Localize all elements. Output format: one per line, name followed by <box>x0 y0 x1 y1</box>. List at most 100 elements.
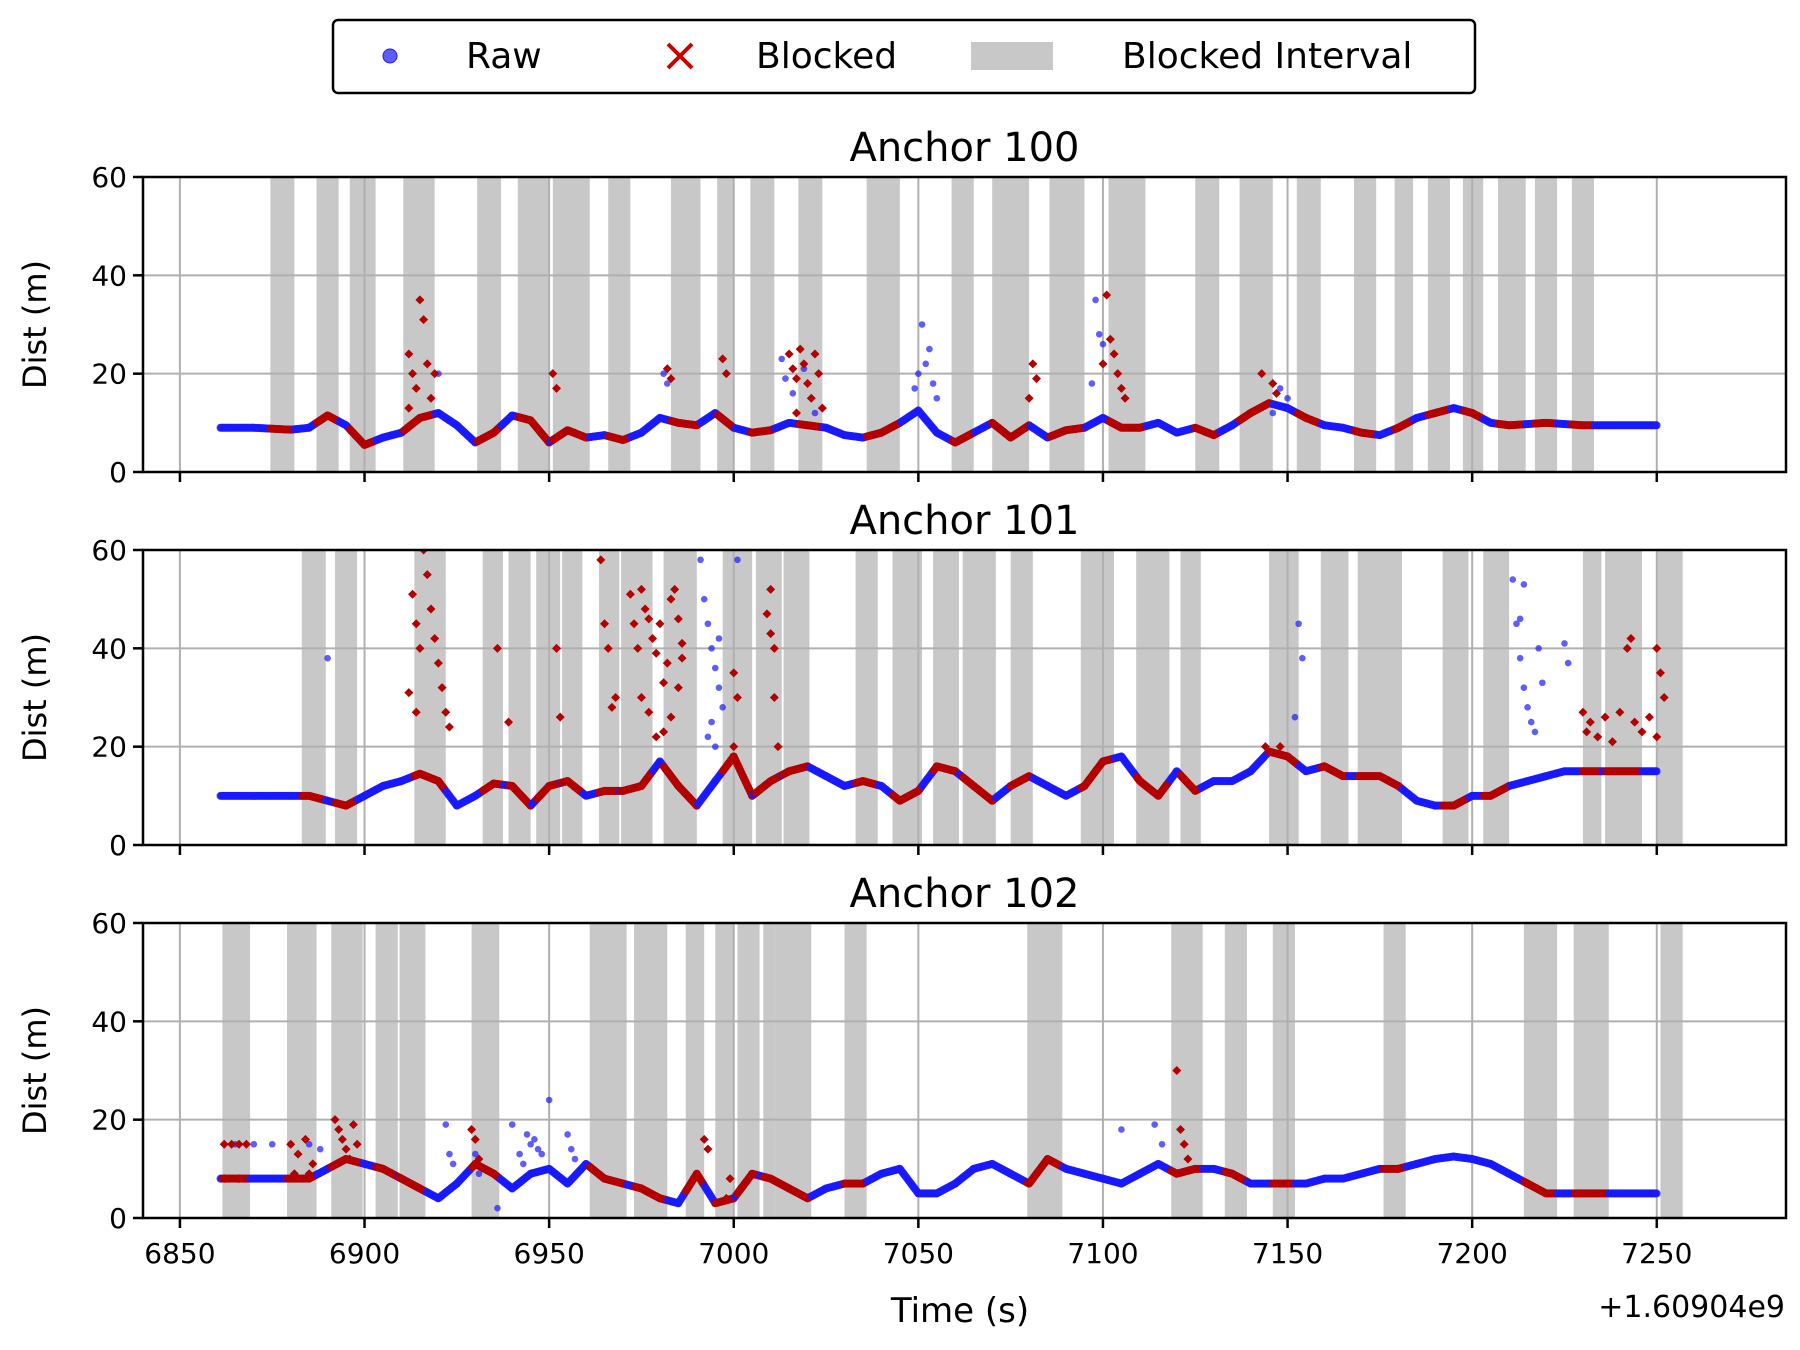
blocked-point <box>611 693 621 702</box>
raw-point <box>268 1140 276 1148</box>
blocked-point <box>721 1193 731 1203</box>
y-tick-label: 0 <box>109 456 127 489</box>
raw-point <box>523 1131 531 1138</box>
blocked-point <box>1031 374 1041 384</box>
blocked-interval <box>634 923 668 1218</box>
blocked-point <box>470 1134 480 1144</box>
legend-item: Blocked Interval <box>971 36 1412 77</box>
x-tick-label: 7150 <box>1252 1237 1323 1270</box>
blocked-point <box>762 609 772 619</box>
legend-label: Blocked Interval <box>1122 36 1412 77</box>
blocked-point <box>666 594 676 604</box>
raw-point <box>545 1096 553 1104</box>
blocked-interval <box>1195 177 1220 472</box>
blocked-point <box>1644 712 1654 722</box>
raw-point <box>1652 421 1661 430</box>
raw-point <box>660 370 667 377</box>
raw-point <box>711 664 719 672</box>
blocked-interval <box>798 177 823 472</box>
blocked-point <box>784 349 794 359</box>
blocked-point <box>1183 1154 1193 1164</box>
blocked-point <box>341 1144 351 1154</box>
raw-point <box>534 1145 542 1153</box>
blocked-point <box>651 732 661 742</box>
blocked-point <box>1652 643 1662 653</box>
blocked-point <box>1113 369 1123 379</box>
raw-point <box>564 1131 571 1138</box>
blocked-point <box>552 383 562 393</box>
raw-point <box>449 1160 457 1168</box>
blocked-point <box>348 1120 358 1130</box>
raw-point <box>926 345 933 353</box>
raw-point <box>719 704 726 711</box>
blocked-interval <box>1483 550 1510 845</box>
blocked-interval <box>783 550 810 845</box>
blocked-interval <box>750 177 775 472</box>
raw-point <box>800 365 808 373</box>
blocked-point <box>241 1139 251 1149</box>
blocked-interval <box>1394 177 1414 472</box>
blocked-interval <box>1582 550 1602 845</box>
raw-point <box>516 1150 523 1158</box>
blocked-point <box>334 1125 344 1134</box>
raw-point <box>704 733 712 741</box>
panel-title: Anchor 102 <box>849 871 1079 917</box>
raw-point <box>715 684 723 691</box>
blocked-point <box>673 614 683 624</box>
raw-point <box>1539 679 1546 687</box>
blocked-point <box>662 364 672 374</box>
blocked-interval <box>774 923 812 1218</box>
blocked-point <box>227 1139 237 1149</box>
blocked-point <box>1582 727 1592 737</box>
blocked-point <box>1655 668 1665 678</box>
blocked-point <box>1659 693 1669 702</box>
blocked-point <box>814 369 824 379</box>
blocked-point <box>408 589 418 599</box>
blocked-point <box>721 369 731 379</box>
blocked-interval <box>1010 550 1033 845</box>
blocked-point <box>636 693 646 702</box>
panel-frame <box>141 921 1788 1220</box>
raw-point <box>1516 615 1524 623</box>
plot-area <box>143 177 1786 472</box>
panels: 0 20 40 60 Anchor 100 Dist (m) 0 20 40 60 Anchor 1… <box>16 125 1788 1270</box>
raw-point <box>700 595 708 603</box>
blocked-point <box>1615 707 1625 717</box>
y-tick-label: 20 <box>91 731 127 764</box>
blocked-point <box>1024 393 1034 403</box>
panel-frame <box>141 548 1788 847</box>
blocked-point <box>1578 707 1588 717</box>
blocked-interval <box>1427 177 1451 472</box>
raw-point <box>1092 296 1099 304</box>
blocked-point <box>426 604 436 614</box>
blocked-interval <box>844 923 867 1218</box>
blocked-interval <box>1136 550 1170 845</box>
panel-title: Anchor 100 <box>849 125 1079 171</box>
blocked-interval <box>685 923 705 1218</box>
raw-point <box>1099 340 1107 348</box>
raw-point <box>305 1140 313 1148</box>
blocked-point <box>433 658 443 668</box>
blocked-interval <box>1357 550 1403 845</box>
y-tick-label: 20 <box>91 358 127 391</box>
blocked-interval <box>608 177 631 472</box>
blocked-point <box>441 707 451 717</box>
raw-point <box>494 1204 501 1212</box>
blocked-interval <box>482 550 503 845</box>
raw-point <box>1509 576 1517 583</box>
blocked-interval <box>552 177 590 472</box>
blocked-point <box>659 727 669 737</box>
y-tick-label: 20 <box>91 1104 127 1137</box>
raw-point <box>567 1145 575 1153</box>
blocked-interval <box>717 177 734 472</box>
blocked-point <box>799 359 809 369</box>
blocked-point <box>603 643 613 653</box>
blocked-point <box>555 712 565 722</box>
blocked-point <box>1593 732 1603 742</box>
blocked-point <box>600 619 610 629</box>
raw-point <box>316 1145 324 1153</box>
blocked-point <box>415 295 425 305</box>
blocked-point <box>411 619 421 629</box>
raw-point <box>508 1121 516 1128</box>
y-tick-label: 40 <box>91 259 127 292</box>
